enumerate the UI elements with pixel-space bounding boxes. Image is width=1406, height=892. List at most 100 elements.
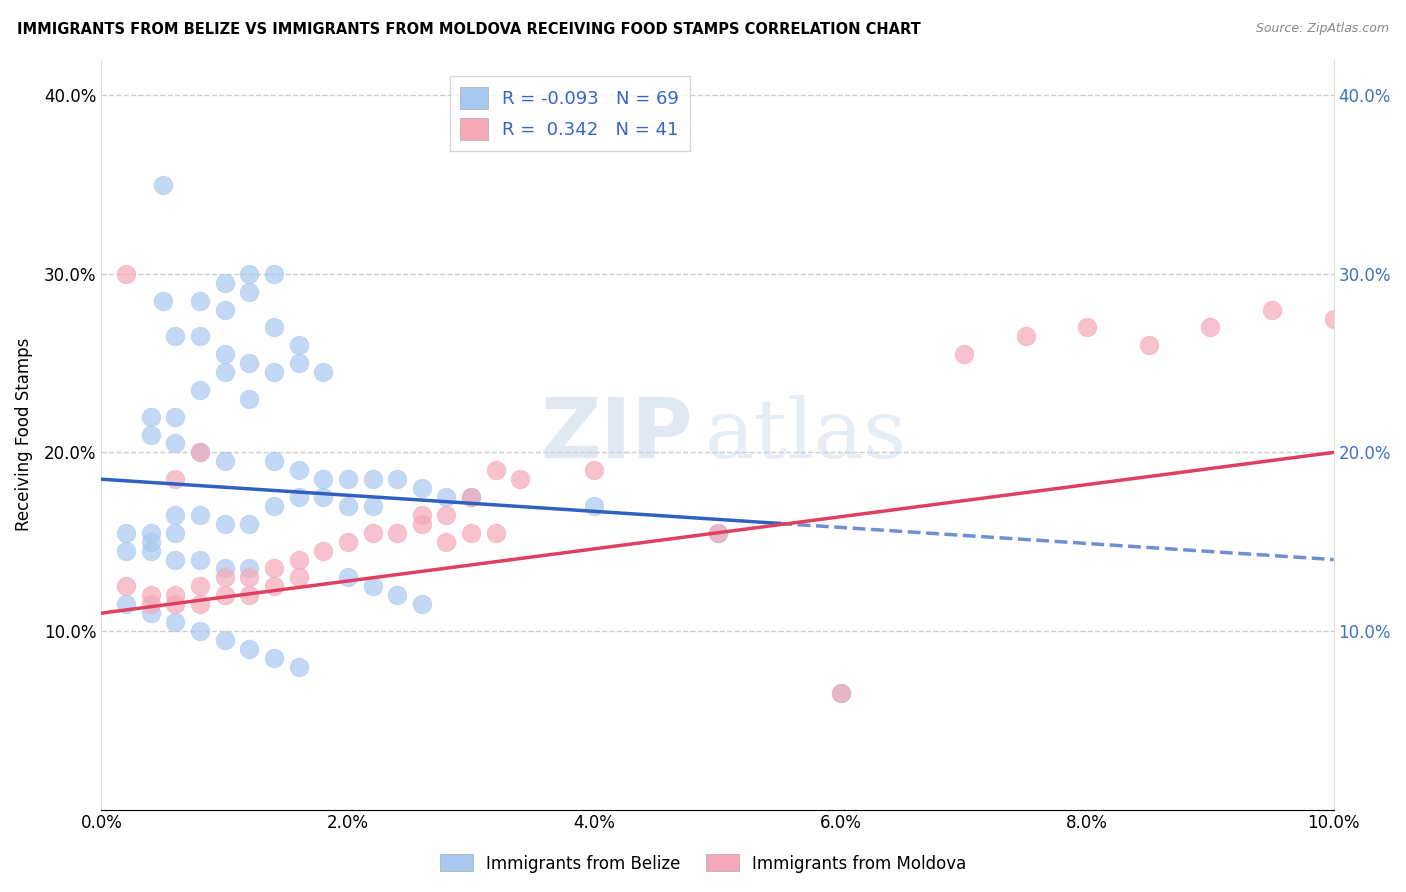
Point [263, 454, 285, 468]
Point [830, 686, 852, 700]
Point [165, 436, 187, 450]
Point [139, 597, 162, 611]
Point [485, 525, 508, 540]
Point [312, 490, 335, 504]
Point [139, 534, 162, 549]
Point [312, 472, 335, 486]
Point [139, 543, 162, 558]
Point [287, 552, 309, 566]
Point [485, 463, 508, 477]
Point [583, 463, 606, 477]
Point [460, 490, 482, 504]
Point [263, 650, 285, 665]
Point [165, 409, 187, 424]
Point [214, 561, 236, 575]
Point [460, 490, 482, 504]
Text: Source: ZipAtlas.com: Source: ZipAtlas.com [1256, 22, 1389, 36]
Legend: Immigrants from Belize, Immigrants from Moldova: Immigrants from Belize, Immigrants from … [433, 847, 973, 880]
Point [139, 606, 162, 620]
Point [336, 534, 359, 549]
Point [1014, 329, 1036, 343]
Point [1323, 311, 1346, 326]
Point [165, 472, 187, 486]
Point [139, 588, 162, 602]
Point [361, 579, 384, 593]
Point [385, 588, 408, 602]
Point [385, 472, 408, 486]
Point [115, 543, 138, 558]
Point [238, 561, 260, 575]
Point [411, 516, 433, 531]
Point [706, 525, 728, 540]
Point [1076, 320, 1098, 334]
Point [263, 499, 285, 513]
Point [214, 347, 236, 361]
Point [188, 445, 211, 459]
Point [436, 490, 458, 504]
Point [139, 525, 162, 540]
Point [188, 293, 211, 308]
Point [188, 624, 211, 638]
Point [436, 534, 458, 549]
Point [312, 543, 335, 558]
Point [238, 641, 260, 656]
Point [1199, 320, 1222, 334]
Point [263, 365, 285, 379]
Point [263, 561, 285, 575]
Point [238, 356, 260, 370]
Point [1137, 338, 1160, 352]
Point [165, 508, 187, 522]
Point [263, 267, 285, 281]
Point [188, 445, 211, 459]
Point [152, 178, 174, 192]
Point [1261, 302, 1284, 317]
Point [436, 508, 458, 522]
Point [706, 525, 728, 540]
Point [214, 454, 236, 468]
Point [830, 686, 852, 700]
Point [188, 552, 211, 566]
Text: atlas: atlas [706, 394, 907, 475]
Point [361, 472, 384, 486]
Point [287, 338, 309, 352]
Point [165, 525, 187, 540]
Point [336, 472, 359, 486]
Point [165, 597, 187, 611]
Point [165, 329, 187, 343]
Text: IMMIGRANTS FROM BELIZE VS IMMIGRANTS FROM MOLDOVA RECEIVING FOOD STAMPS CORRELAT: IMMIGRANTS FROM BELIZE VS IMMIGRANTS FRO… [17, 22, 921, 37]
Point [214, 570, 236, 584]
Point [214, 276, 236, 290]
Point [165, 588, 187, 602]
Point [287, 659, 309, 673]
Point [263, 320, 285, 334]
Point [238, 516, 260, 531]
Point [214, 302, 236, 317]
Text: ZIP: ZIP [540, 394, 693, 475]
Point [238, 570, 260, 584]
Point [188, 597, 211, 611]
Point [411, 508, 433, 522]
Point [214, 516, 236, 531]
Point [115, 579, 138, 593]
Point [336, 499, 359, 513]
Point [165, 615, 187, 629]
Point [361, 525, 384, 540]
Point [238, 588, 260, 602]
Point [287, 463, 309, 477]
Point [336, 570, 359, 584]
Point [115, 267, 138, 281]
Point [411, 481, 433, 495]
Point [188, 329, 211, 343]
Point [361, 499, 384, 513]
Y-axis label: Receiving Food Stamps: Receiving Food Stamps [15, 338, 32, 532]
Point [188, 383, 211, 397]
Point [953, 347, 976, 361]
Point [188, 579, 211, 593]
Point [287, 356, 309, 370]
Point [263, 579, 285, 593]
Point [188, 508, 211, 522]
Point [238, 392, 260, 406]
Point [287, 490, 309, 504]
Point [139, 409, 162, 424]
Point [165, 552, 187, 566]
